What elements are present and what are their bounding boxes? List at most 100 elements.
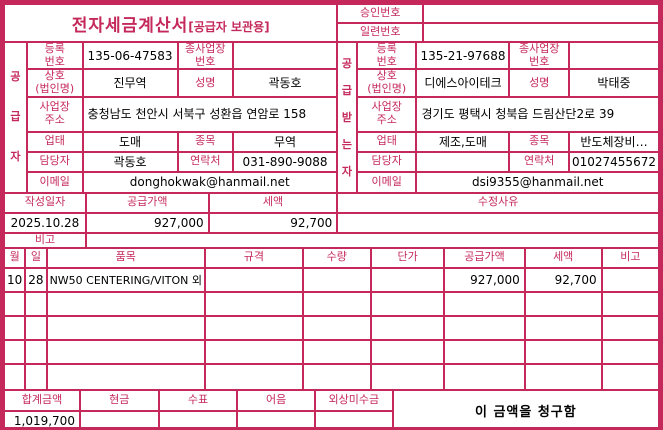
buyer-address-label: 사업장 주소 — [355, 95, 418, 133]
item-tax: 92,700 — [523, 266, 603, 293]
buyer-email-label: 이메일 — [355, 170, 418, 194]
footer-value-row: 1,019,700 — [3, 409, 659, 427]
item-spec — [204, 266, 304, 293]
empty-cell — [600, 290, 660, 317]
serial-row: 일련번호 — [4, 22, 660, 43]
supplier-table: 공급자 등록 번호 135-06-47583 종사업장 번호 상호 (법인명) … — [3, 40, 338, 194]
supplier-ceo-value: 곽동호 — [232, 68, 338, 98]
item-month: 10 — [3, 266, 27, 293]
supplier-manager-row: 담당자 곽동호 연락처 031-890-9088 — [4, 150, 338, 173]
buyer-manager-label: 담당자 — [355, 150, 418, 173]
serial-number-value — [422, 22, 660, 43]
buyer-email-row: 이메일 dsi9355@hanmail.net — [337, 170, 660, 194]
empty-item-row — [3, 362, 660, 391]
items-table: 월 일 품목 규격 수량 단가 공급가액 세액 비고 10 28 NW50 CE… — [3, 246, 660, 391]
empty-cell — [204, 338, 304, 365]
date-label: 작성일자 — [3, 191, 87, 214]
col-spec: 규격 — [204, 246, 304, 269]
empty-cell — [600, 362, 660, 391]
empty-cell — [45, 362, 207, 391]
buyer-company-value: 디에스아이테크 — [415, 68, 511, 98]
supplier-address-label: 사업장 주소 — [25, 95, 84, 133]
empty-cell — [369, 290, 446, 317]
cash-label: 현금 — [78, 388, 160, 412]
supplier-manager-label: 담당자 — [25, 150, 84, 173]
cash-value — [78, 409, 160, 427]
buyer-subbiz-value — [567, 40, 660, 71]
col-qty: 수량 — [301, 246, 372, 269]
page-title: 전자세금계산서[공급자 보관용] — [3, 3, 339, 43]
buyer-bizitem-label: 종목 — [508, 130, 570, 153]
item-note — [600, 266, 660, 293]
supplier-address-row: 사업장 주소 충청남도 천안시 서북구 성환읍 연암로 158 — [4, 95, 338, 133]
buyer-bizitem-value: 반도체장비… — [567, 130, 660, 153]
empty-cell — [523, 362, 603, 391]
supplier-biztype-row: 업태 도매 종목 무역 — [4, 130, 338, 153]
item-day: 28 — [24, 266, 48, 293]
supplier-manager-value: 곽동호 — [81, 150, 179, 173]
supplier-contact-label: 연락처 — [176, 150, 235, 173]
note-label: 비고 — [3, 231, 87, 249]
summary-value-row: 2025.10.28 927,000 92,700 — [3, 211, 660, 234]
supplier-bizitem-value: 무역 — [232, 130, 338, 153]
buyer-contact-label: 연락처 — [508, 150, 570, 173]
supplier-biztype-value: 도매 — [81, 130, 179, 153]
empty-cell — [443, 338, 526, 365]
credit-label: 외상미수금 — [314, 388, 394, 412]
buyer-ceo-value: 박태중 — [567, 68, 660, 98]
supplier-name-row: 상호 (법인명) 진무역 성명 곽동호 — [4, 68, 338, 98]
revision-reason-value — [336, 211, 660, 234]
summary-band: 작성일자 공급가액 세액 수정사유 2025.10.28 927,000 92,… — [3, 191, 660, 249]
empty-cell — [443, 362, 526, 391]
empty-cell — [600, 314, 660, 341]
supplier-company-value: 진무역 — [81, 68, 179, 98]
empty-cell — [301, 338, 372, 365]
total-amount-label: 합계금액 — [3, 388, 81, 412]
empty-cell — [600, 338, 660, 365]
empty-cell — [24, 338, 48, 365]
summary-header-row: 작성일자 공급가액 세액 수정사유 — [3, 191, 660, 214]
date-value: 2025.10.28 — [3, 211, 87, 234]
buyer-name-row: 상호 (법인명) 디에스아이테크 성명 박태중 — [337, 68, 660, 98]
item-name: NW50 CENTERING/VITON 외 — [45, 266, 207, 293]
items-header-row: 월 일 품목 규격 수량 단가 공급가액 세액 비고 — [3, 246, 660, 269]
buyer-biztype-label: 업태 — [355, 130, 418, 153]
revision-reason-label: 수정사유 — [336, 191, 660, 214]
parties-band: 공급자 등록 번호 135-06-47583 종사업장 번호 상호 (법인명) … — [3, 40, 660, 194]
supplier-contact-value: 031-890-9088 — [232, 150, 338, 173]
supplier-bizitem-label: 종목 — [176, 130, 235, 153]
invoice-title: 전자세금계산서 — [71, 15, 189, 36]
bill-value — [236, 409, 317, 427]
col-tax: 세액 — [523, 246, 603, 269]
buyer-manager-value — [415, 150, 511, 173]
empty-cell — [301, 362, 372, 391]
empty-cell — [45, 290, 207, 317]
claim-statement: 이 금액을 청구함 — [391, 388, 660, 427]
buyer-address-row: 사업장 주소 경기도 평택시 청북읍 드림산단2로 39 — [337, 95, 660, 133]
bill-label: 어음 — [236, 388, 317, 412]
empty-cell — [3, 362, 27, 391]
approval-row: 전자세금계산서[공급자 보관용] 승인번호 — [3, 3, 660, 43]
supplier-email-label: 이메일 — [25, 170, 84, 194]
supplier-email-value: donghokwak@hanmail.net — [81, 170, 338, 194]
col-price: 단가 — [369, 246, 446, 269]
empty-cell — [204, 314, 304, 341]
invoice-title-sub: [공급자 보관용] — [188, 19, 270, 34]
buyer-ceo-label: 성명 — [508, 68, 570, 98]
supplier-side-label: 공급자 — [3, 41, 28, 194]
empty-item-row — [3, 338, 660, 365]
empty-cell — [369, 362, 446, 391]
supplier-company-label: 상호 (법인명) — [25, 68, 84, 98]
empty-cell — [443, 290, 526, 317]
empty-cell — [45, 314, 207, 341]
empty-cell — [204, 290, 304, 317]
col-month: 월 — [3, 246, 27, 269]
empty-cell — [523, 290, 603, 317]
empty-cell — [45, 338, 207, 365]
item-qty — [301, 266, 372, 293]
supplier-subbiz-label: 종사업장 번호 — [176, 40, 235, 71]
supplier-email-row: 이메일 donghokwak@hanmail.net — [4, 170, 338, 194]
item-row: 10 28 NW50 CENTERING/VITON 외 927,000 92,… — [3, 266, 660, 293]
supplier-subbiz-value — [232, 40, 338, 71]
empty-cell — [443, 314, 526, 341]
